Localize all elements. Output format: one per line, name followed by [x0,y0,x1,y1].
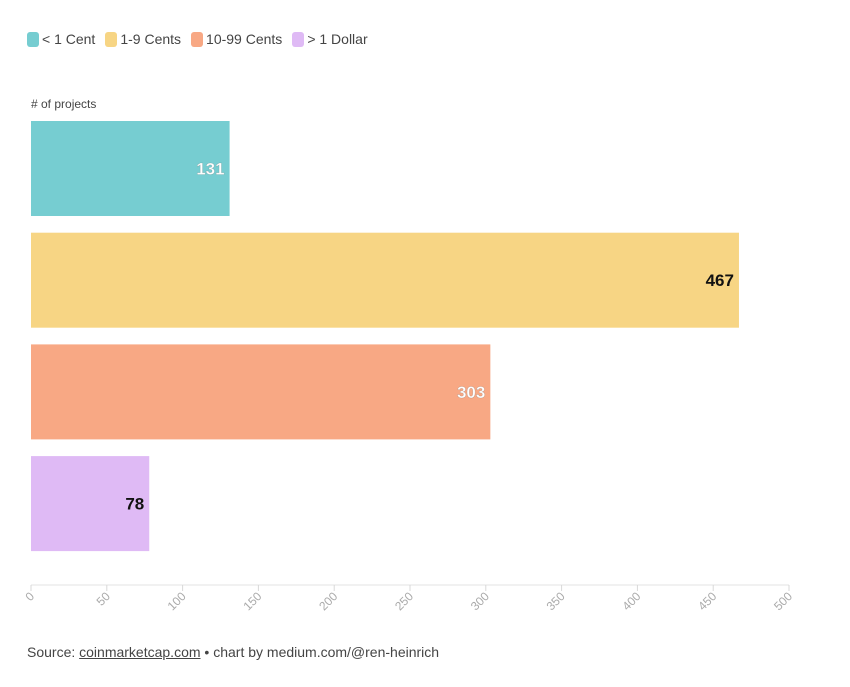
x-tick-label: 100 [165,589,189,613]
data-label: 303 [457,383,485,402]
legend-item: 10-99 Cents [191,31,282,47]
legend-swatch [27,31,39,47]
legend-label: > 1 Dollar [307,31,368,47]
data-label: 467 [706,271,734,290]
bar [31,344,491,440]
data-label: 131 [196,160,224,179]
x-tick-label: 300 [468,589,492,613]
legend-label: 1-9 Cents [120,31,182,47]
x-tick-label: 250 [392,589,416,613]
data-label: 78 [125,495,144,514]
x-tick-label: 0 [22,589,37,604]
x-tick-label: 400 [619,589,643,613]
legend-swatch [292,31,305,47]
x-tick-label: 150 [240,589,264,613]
legend: < 1 Cent 1-9 Cents 10-99 Cents > 1 Dollar [27,31,378,47]
source-link[interactable]: coinmarketcap.com [79,644,201,660]
legend-label: < 1 Cent [42,31,96,47]
x-tick-label: 450 [695,589,719,613]
legend-label: 10-99 Cents [206,31,283,47]
bar [31,121,230,216]
x-tick-label: 50 [94,589,114,609]
legend-swatch [105,31,118,47]
bar [31,456,150,552]
legend-swatch [191,31,204,47]
legend-item: 1-9 Cents [105,31,181,47]
bar [31,232,739,328]
source-prefix: Source: [27,644,80,660]
axis-title: # of projects [31,97,96,111]
x-tick-label: 500 [771,589,795,613]
legend-item: > 1 Dollar [292,31,368,47]
source-line: Source: coinmarketcap.com • chart by med… [27,644,439,660]
source-suffix: • chart by medium.com/@ren-heinrich [200,644,440,660]
legend-item: < 1 Cent [27,31,95,47]
x-tick-label: 200 [316,589,340,613]
x-tick-label: 350 [544,589,568,613]
